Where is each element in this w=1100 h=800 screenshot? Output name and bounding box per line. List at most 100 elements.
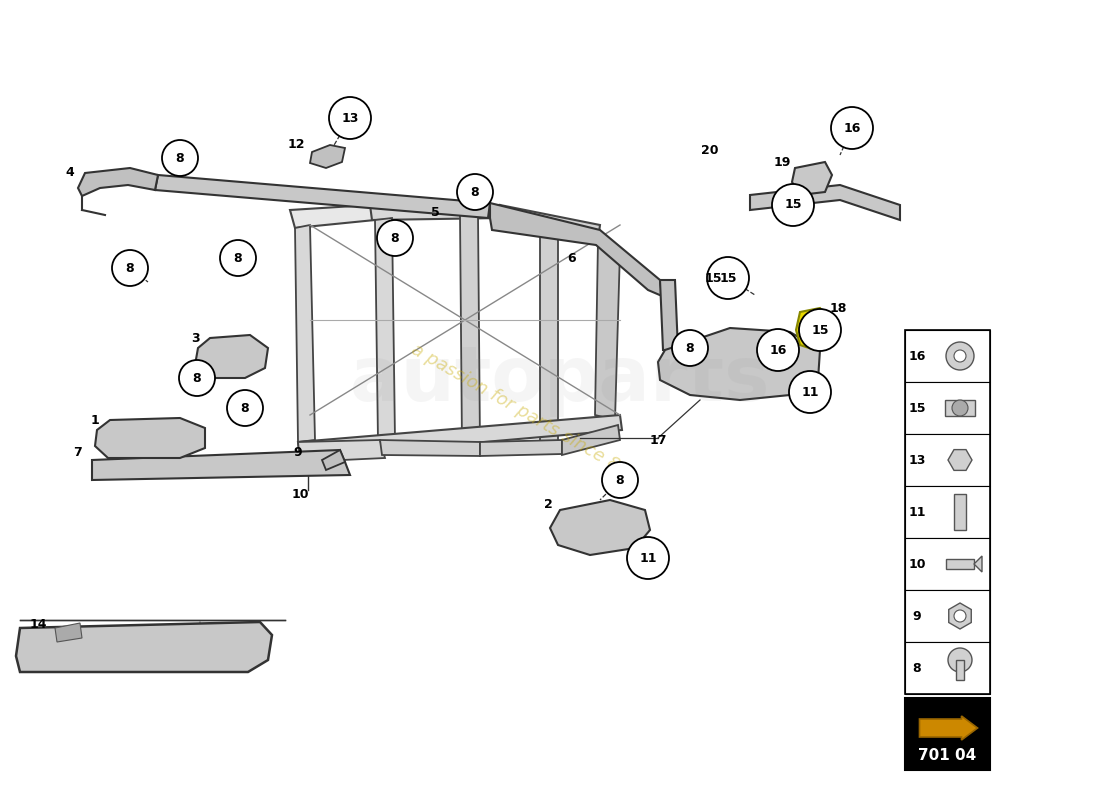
Bar: [905, 434, 990, 486]
Text: 13: 13: [909, 454, 926, 466]
Circle shape: [112, 250, 148, 286]
Text: 20: 20: [702, 143, 718, 157]
Text: 11: 11: [639, 551, 657, 565]
Polygon shape: [55, 623, 82, 642]
Polygon shape: [540, 218, 558, 445]
Text: 15: 15: [719, 271, 737, 285]
Polygon shape: [500, 205, 600, 240]
Polygon shape: [974, 556, 982, 572]
Text: 10: 10: [292, 489, 309, 502]
Polygon shape: [78, 168, 158, 196]
Polygon shape: [595, 240, 620, 420]
Bar: [905, 330, 990, 382]
Text: 15: 15: [812, 323, 828, 337]
Polygon shape: [290, 205, 375, 228]
Polygon shape: [490, 203, 662, 296]
Polygon shape: [195, 335, 268, 378]
Bar: [956, 660, 964, 680]
Polygon shape: [295, 225, 315, 442]
Polygon shape: [480, 440, 562, 456]
Circle shape: [179, 360, 214, 396]
Text: 5: 5: [430, 206, 439, 218]
Text: 9: 9: [913, 610, 922, 622]
Circle shape: [952, 400, 968, 416]
Circle shape: [456, 174, 493, 210]
Text: 8: 8: [233, 251, 242, 265]
Polygon shape: [379, 440, 480, 456]
Text: 11: 11: [801, 386, 818, 398]
Text: 18: 18: [829, 302, 847, 314]
Polygon shape: [658, 328, 820, 400]
Circle shape: [757, 329, 799, 371]
Text: 8: 8: [390, 231, 399, 245]
Circle shape: [948, 648, 972, 672]
Circle shape: [954, 610, 966, 622]
Polygon shape: [562, 425, 620, 455]
Text: 10: 10: [909, 558, 926, 570]
Circle shape: [672, 330, 708, 366]
Polygon shape: [322, 450, 345, 470]
Polygon shape: [16, 622, 272, 672]
Text: 15: 15: [704, 271, 722, 285]
Circle shape: [789, 371, 830, 413]
Text: 16: 16: [844, 122, 860, 134]
Text: 8: 8: [241, 402, 250, 414]
Text: 16: 16: [909, 350, 926, 362]
Polygon shape: [792, 162, 832, 195]
Circle shape: [772, 184, 814, 226]
Bar: [905, 590, 990, 642]
Bar: [905, 486, 990, 538]
Text: 8: 8: [685, 342, 694, 354]
Polygon shape: [298, 440, 385, 462]
Circle shape: [162, 140, 198, 176]
Bar: [945, 400, 975, 416]
Polygon shape: [92, 450, 350, 480]
Bar: [905, 382, 990, 434]
Text: a passion for parts since 85: a passion for parts since 85: [408, 340, 632, 480]
Polygon shape: [310, 145, 345, 168]
Text: 8: 8: [176, 151, 185, 165]
Text: 6: 6: [568, 251, 576, 265]
Polygon shape: [796, 308, 832, 350]
Text: 9: 9: [294, 446, 302, 458]
Text: 3: 3: [190, 331, 199, 345]
Bar: [905, 330, 990, 694]
Text: 8: 8: [192, 371, 201, 385]
Polygon shape: [298, 415, 622, 458]
Circle shape: [627, 537, 669, 579]
Bar: [905, 642, 990, 694]
Text: 8: 8: [125, 262, 134, 274]
Circle shape: [377, 220, 412, 256]
Text: 2: 2: [543, 498, 552, 510]
Text: 15: 15: [909, 402, 926, 414]
Circle shape: [602, 462, 638, 498]
Polygon shape: [948, 603, 971, 629]
Circle shape: [227, 390, 263, 426]
Text: 15: 15: [784, 198, 802, 211]
Text: 14: 14: [30, 618, 46, 630]
Circle shape: [707, 257, 749, 299]
Polygon shape: [550, 500, 650, 555]
Polygon shape: [155, 175, 490, 218]
Circle shape: [946, 342, 974, 370]
Text: 701 04: 701 04: [918, 749, 977, 763]
Bar: [905, 698, 990, 770]
Polygon shape: [95, 418, 205, 458]
Polygon shape: [660, 280, 678, 350]
Text: 11: 11: [909, 506, 926, 518]
Text: 13: 13: [341, 111, 359, 125]
Text: 1: 1: [90, 414, 99, 426]
Polygon shape: [375, 218, 395, 442]
Polygon shape: [948, 450, 972, 470]
Bar: [905, 538, 990, 590]
Circle shape: [799, 309, 842, 351]
Circle shape: [830, 107, 873, 149]
Text: 8: 8: [616, 474, 625, 486]
Text: 4: 4: [66, 166, 75, 178]
Polygon shape: [370, 205, 502, 220]
Text: 8: 8: [913, 662, 922, 674]
Circle shape: [220, 240, 256, 276]
Text: 19: 19: [773, 155, 791, 169]
Polygon shape: [750, 185, 900, 220]
Text: 16: 16: [769, 343, 786, 357]
